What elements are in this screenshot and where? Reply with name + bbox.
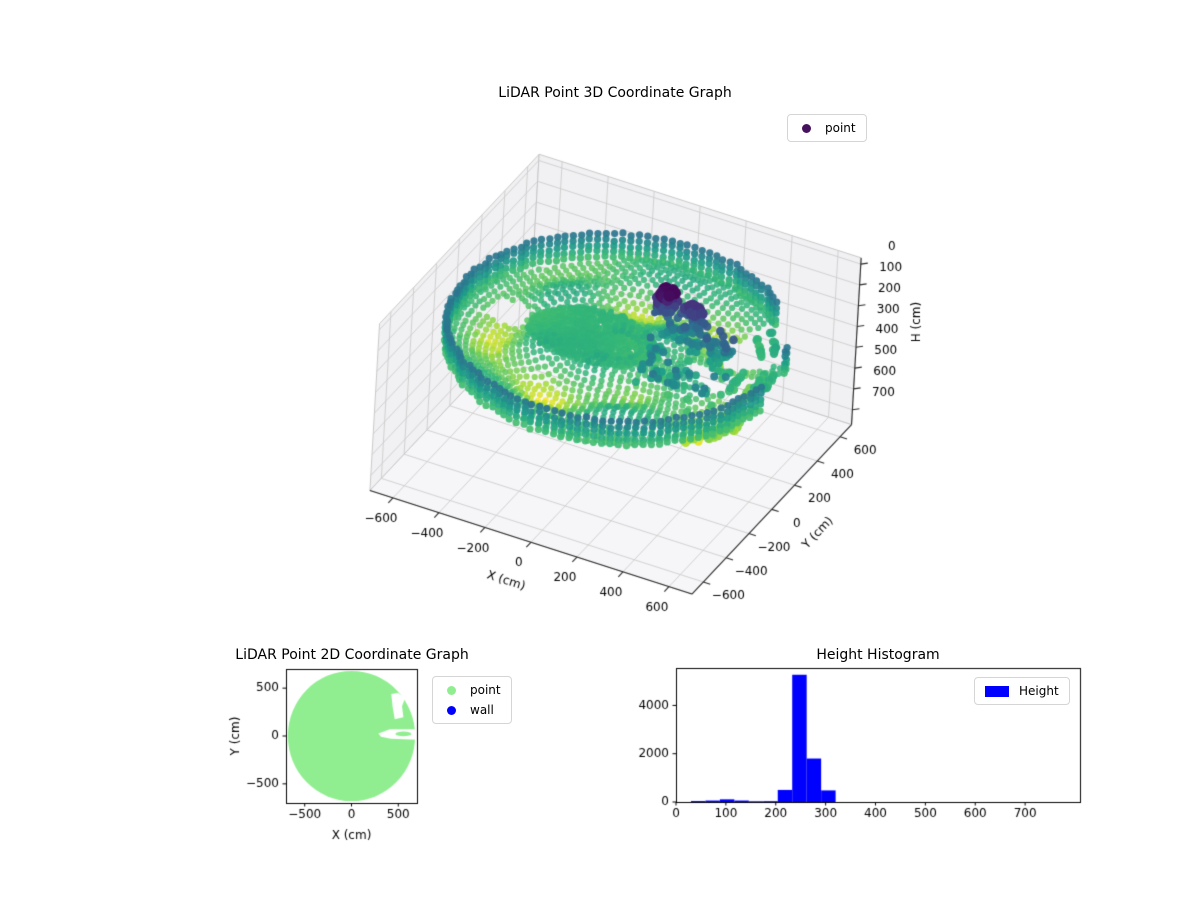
legend-entry-point-2d: point bbox=[441, 680, 501, 700]
legend-2d: point wall bbox=[432, 676, 512, 724]
title-3d-plot: LiDAR Point 3D Coordinate Graph bbox=[498, 85, 732, 101]
legend-label-point-2d: point bbox=[470, 683, 501, 697]
legend-entry-point-3d: point bbox=[796, 118, 856, 138]
height-swatch-icon bbox=[985, 685, 1009, 697]
legend-label-wall-2d: wall bbox=[470, 703, 494, 717]
title-histogram: Height Histogram bbox=[816, 647, 940, 663]
lidar-2d-plot-canvas bbox=[0, 640, 560, 860]
legend-histogram: Height bbox=[974, 677, 1070, 705]
wall-marker-icon bbox=[447, 705, 456, 715]
legend-entry-height: Height bbox=[983, 681, 1059, 701]
point-marker-icon bbox=[802, 123, 811, 133]
height-histogram-canvas bbox=[560, 640, 1200, 860]
legend-3d: point bbox=[787, 114, 867, 142]
legend-entry-wall-2d: wall bbox=[441, 700, 501, 720]
title-2d-plot: LiDAR Point 2D Coordinate Graph bbox=[235, 647, 469, 663]
legend-label-point-3d: point bbox=[825, 121, 856, 135]
legend-label-height: Height bbox=[1019, 684, 1059, 698]
lidar-3d-plot-canvas bbox=[0, 0, 1200, 680]
point-marker-icon bbox=[447, 685, 456, 695]
